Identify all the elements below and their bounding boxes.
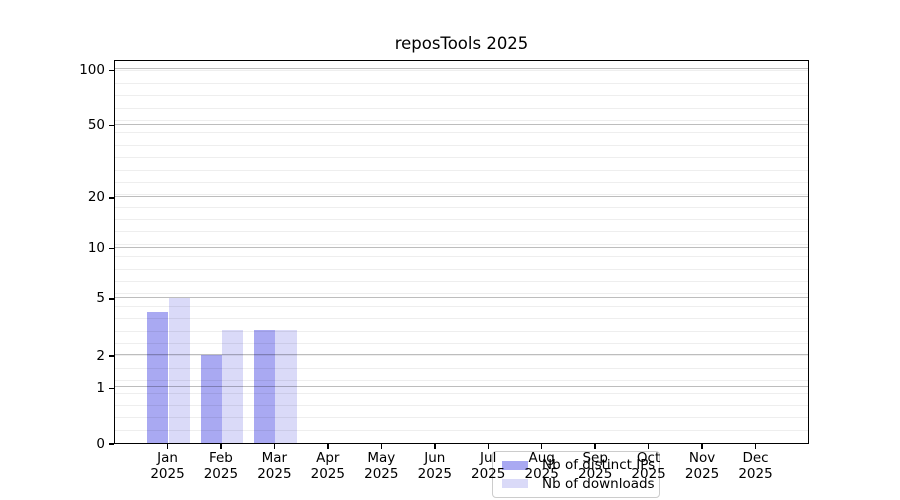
y-tick-label-100: 100 bbox=[79, 61, 105, 78]
x-tick-mark bbox=[594, 444, 596, 449]
x-tick-label-oct: Oct 2025 bbox=[631, 450, 666, 482]
legend-label-distinct-ips: Nb of distinct IPs bbox=[542, 457, 656, 474]
minor-gridline bbox=[115, 342, 808, 344]
minor-gridline bbox=[115, 82, 808, 84]
minor-gridline bbox=[115, 70, 808, 72]
x-tick-label-may: May 2025 bbox=[364, 450, 399, 482]
major-gridline-20 bbox=[115, 195, 808, 197]
minor-gridline bbox=[115, 206, 808, 208]
y-tick-label-2: 2 bbox=[96, 347, 105, 364]
y-tick-mark bbox=[108, 387, 114, 390]
minor-gridline bbox=[115, 194, 808, 196]
x-tick-mark bbox=[754, 444, 757, 449]
chart-title: reposTools 2025 bbox=[394, 34, 529, 53]
minor-gridline bbox=[115, 231, 808, 233]
minor-gridline bbox=[115, 157, 808, 159]
x-tick-label-jun: Jun 2025 bbox=[417, 450, 452, 482]
x-tick-mark bbox=[647, 444, 650, 449]
y-tick-label-50: 50 bbox=[87, 117, 105, 134]
y-tick-label-20: 20 bbox=[87, 189, 105, 206]
minor-gridline bbox=[115, 256, 808, 258]
minor-gridline bbox=[115, 404, 808, 406]
y-tick-mark bbox=[108, 355, 114, 357]
x-tick-label-nov: Nov 2025 bbox=[684, 450, 720, 482]
x-tick-label-dec: Dec 2025 bbox=[738, 450, 773, 482]
x-tick-label-apr: Apr 2025 bbox=[310, 450, 345, 482]
major-gridline-10 bbox=[115, 246, 808, 248]
minor-gridline bbox=[115, 330, 808, 332]
minor-gridline bbox=[115, 181, 808, 183]
x-tick-mark bbox=[380, 444, 383, 449]
minor-gridline bbox=[115, 318, 808, 320]
legend-item-distinct-ips: Nb of distinct IPs bbox=[502, 457, 655, 473]
minor-gridline bbox=[115, 355, 808, 357]
bar-nb-of-distinct-ips-mar bbox=[254, 329, 276, 443]
x-tick-mark bbox=[166, 444, 169, 449]
x-tick-mark bbox=[327, 444, 329, 449]
legend-swatch-distinct-ips bbox=[502, 460, 528, 470]
x-tick-mark bbox=[487, 444, 489, 449]
minor-gridline bbox=[115, 95, 808, 97]
bar-nb-of-distinct-ips-feb bbox=[200, 355, 222, 443]
x-tick-mark bbox=[273, 444, 276, 449]
minor-gridline bbox=[115, 144, 808, 146]
y-tick-mark bbox=[108, 247, 114, 250]
legend-item-downloads: Nb of downloads bbox=[502, 476, 655, 492]
x-tick-label-jan: Jan 2025 bbox=[150, 450, 185, 482]
y-tick-label-10: 10 bbox=[87, 240, 105, 256]
major-gridline-2 bbox=[115, 354, 808, 356]
minor-gridline bbox=[115, 367, 808, 369]
x-tick-mark bbox=[540, 444, 543, 449]
major-gridline-1 bbox=[115, 386, 808, 388]
x-tick-label-aug: Aug 2025 bbox=[524, 450, 559, 482]
minor-gridline bbox=[115, 243, 808, 245]
minor-gridline bbox=[115, 169, 808, 171]
minor-gridline bbox=[115, 132, 808, 134]
major-gridline-100 bbox=[115, 68, 808, 70]
y-tick-mark bbox=[108, 298, 114, 300]
x-tick-label-feb: Feb 2025 bbox=[203, 450, 239, 482]
minor-gridline bbox=[115, 417, 808, 419]
bar-nb-of-downloads-jan bbox=[168, 297, 190, 443]
x-tick-label-mar: Mar 2025 bbox=[257, 450, 292, 482]
bar-nb-of-distinct-ips-jan bbox=[147, 311, 169, 443]
minor-gridline bbox=[115, 281, 808, 282]
y-tick-mark bbox=[108, 197, 114, 199]
minor-gridline bbox=[115, 119, 808, 121]
minor-gridline bbox=[115, 392, 808, 394]
bar-nb-of-downloads-feb bbox=[221, 329, 244, 443]
legend-swatch-downloads bbox=[502, 479, 528, 489]
minor-gridline bbox=[115, 268, 808, 270]
major-gridline-50 bbox=[115, 123, 808, 125]
y-tick-mark bbox=[108, 124, 114, 127]
bar-nb-of-downloads-mar bbox=[275, 329, 297, 443]
legend-label-downloads: Nb of downloads bbox=[542, 475, 655, 492]
minor-gridline bbox=[115, 293, 808, 295]
y-tick-label-5: 5 bbox=[96, 290, 105, 307]
y-tick-mark bbox=[108, 69, 114, 72]
x-tick-label-sep: Sep 2025 bbox=[578, 450, 613, 482]
x-tick-mark bbox=[220, 444, 222, 449]
major-gridline-5 bbox=[115, 296, 808, 298]
x-tick-mark bbox=[434, 444, 436, 449]
minor-gridline bbox=[115, 429, 808, 431]
x-tick-label-jul: Jul 2025 bbox=[471, 450, 506, 482]
x-tick-mark bbox=[701, 444, 703, 449]
minor-gridline bbox=[115, 380, 808, 382]
y-tick-mark bbox=[108, 443, 114, 445]
plot-area: Nb of distinct IPs Nb of downloads bbox=[114, 60, 809, 498]
legend: Nb of distinct IPs Nb of downloads bbox=[492, 451, 660, 498]
minor-gridline bbox=[115, 305, 808, 307]
minor-gridline bbox=[115, 219, 808, 220]
minor-gridline bbox=[115, 107, 808, 109]
y-tick-label-0: 0 bbox=[96, 435, 105, 452]
y-tick-label-1: 1 bbox=[96, 379, 105, 396]
